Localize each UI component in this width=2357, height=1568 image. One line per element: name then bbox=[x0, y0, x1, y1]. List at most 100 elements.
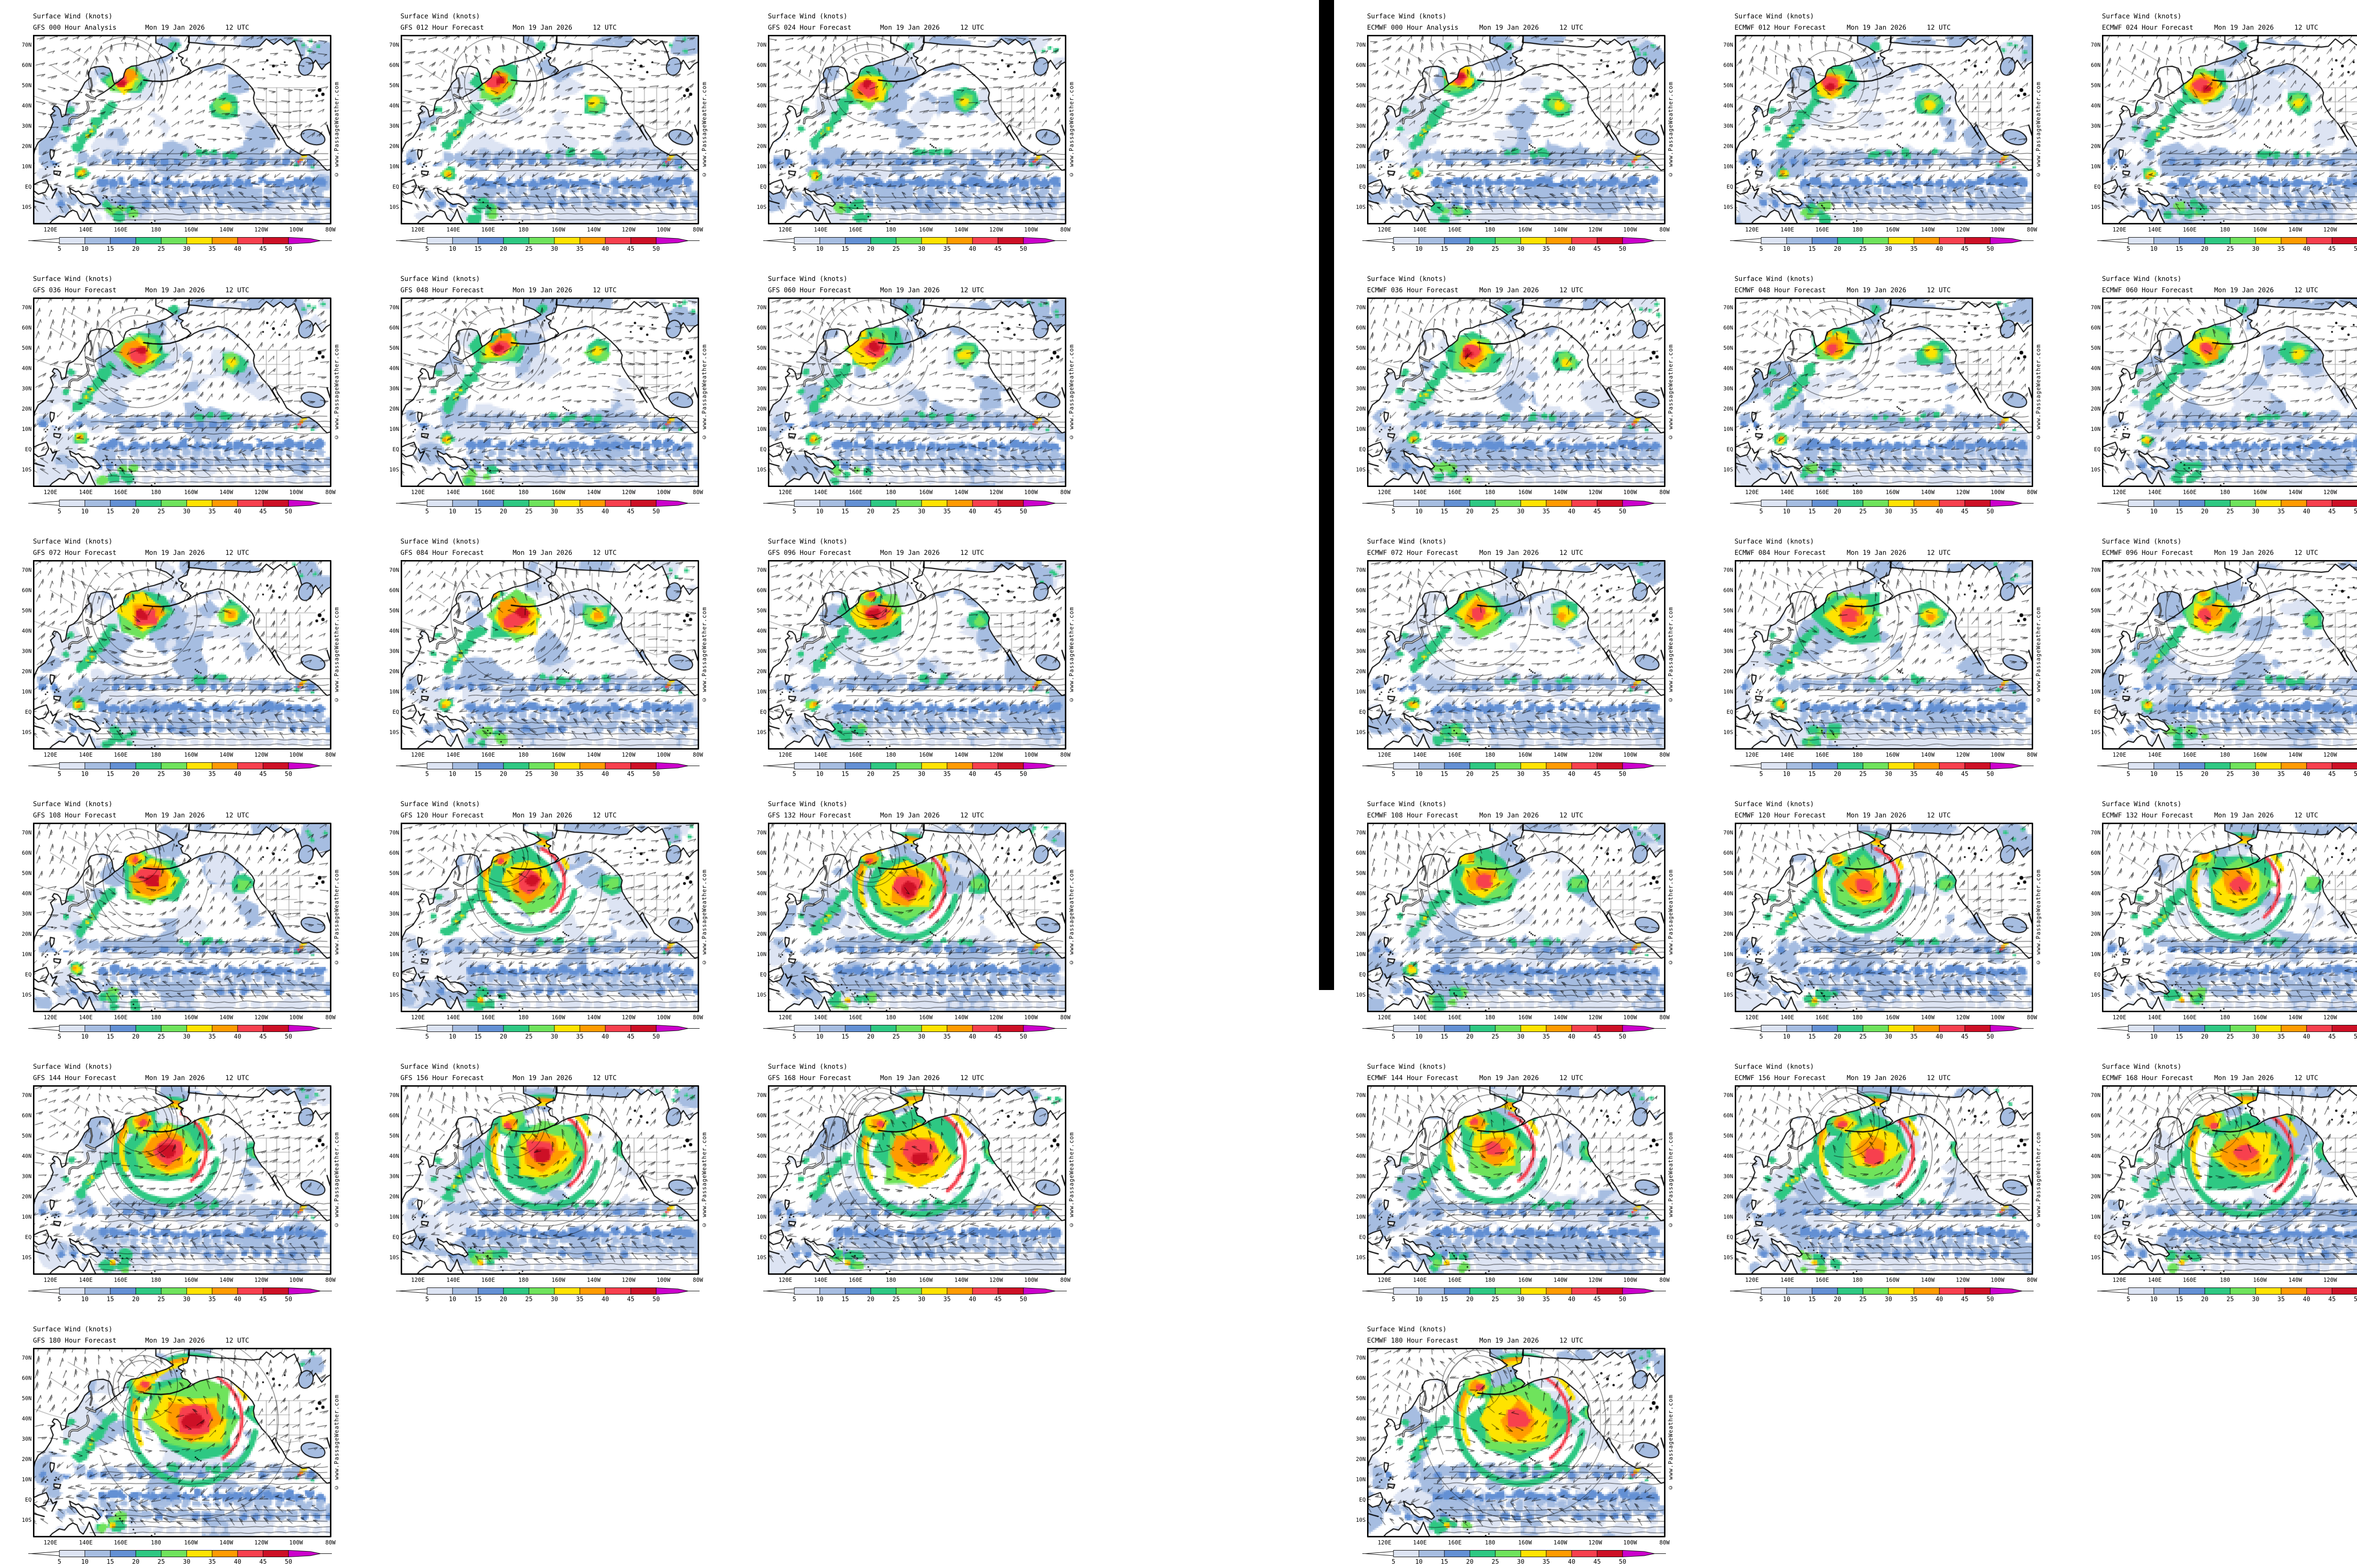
colorbar-segment bbox=[2153, 237, 2180, 244]
forecast-panel-gfs-9[interactable]: Surface Wind (knots) GFS 108 Hour Foreca… bbox=[19, 795, 349, 1043]
forecast-panel-gfs-2[interactable]: Surface Wind (knots) GFS 024 Hour Foreca… bbox=[754, 8, 1084, 255]
forecast-panel-ecmwf-10[interactable]: Surface Wind (knots) ECMWF 120 Hour Fore… bbox=[1720, 795, 2050, 1043]
colorbar-tick-label: 40 bbox=[1568, 246, 1575, 252]
panel-title: Surface Wind (knots) bbox=[33, 801, 113, 808]
colorbar-tick-label: 20 bbox=[2201, 1296, 2209, 1303]
panel-title: Surface Wind (knots) bbox=[1734, 13, 1814, 20]
forecast-panel-ecmwf-8[interactable]: Surface Wind (knots) ECMWF 096 Hour Fore… bbox=[2088, 533, 2357, 780]
colorbar-tick-label: 15 bbox=[1808, 246, 1816, 252]
lon-label: 120E bbox=[2112, 1014, 2126, 1021]
forecast-panel-gfs-8[interactable]: Surface Wind (knots) GFS 096 Hour Foreca… bbox=[754, 533, 1084, 780]
panel-title: Surface Wind (knots) bbox=[768, 801, 848, 808]
colorbar-segment bbox=[1837, 1025, 1863, 1032]
panel-title: Surface Wind (knots) bbox=[400, 275, 480, 283]
colorbar-segment bbox=[2204, 1025, 2231, 1032]
forecast-panel-gfs-3[interactable]: Surface Wind (knots) GFS 036 Hour Foreca… bbox=[19, 270, 349, 518]
colorbar-segment bbox=[110, 237, 136, 244]
copyright-watermark: © www.PassageWeather.com bbox=[1667, 344, 1674, 441]
lat-label: 70N bbox=[22, 566, 32, 573]
lat-label: 60N bbox=[1356, 324, 1366, 331]
wind-map-canvas bbox=[400, 1085, 699, 1275]
forecast-panel-ecmwf-5[interactable]: Surface Wind (knots) ECMWF 060 Hour Fore… bbox=[2088, 270, 2357, 518]
lon-label: 160W bbox=[552, 751, 565, 758]
panel-title: Surface Wind (knots) bbox=[2102, 13, 2182, 20]
forecast-panel-gfs-4[interactable]: Surface Wind (knots) GFS 048 Hour Foreca… bbox=[386, 270, 716, 518]
forecast-panel-ecmwf-6[interactable]: Surface Wind (knots) ECMWF 072 Hour Fore… bbox=[1353, 533, 1683, 780]
forecast-panel-ecmwf-0[interactable]: Surface Wind (knots) ECMWF 000 Hour Anal… bbox=[1353, 8, 1683, 255]
forecast-panel-gfs-1[interactable]: Surface Wind (knots) GFS 012 Hour Foreca… bbox=[386, 8, 717, 255]
panel-subtitle: GFS 060 Hour Forecast Mon 19 Jan 2026 12… bbox=[754, 287, 1084, 324]
forecast-panel-gfs-15[interactable]: Surface Wind (knots) GFS 180 Hour Foreca… bbox=[19, 1320, 349, 1568]
colorbar-segment bbox=[845, 237, 871, 244]
wind-map-canvas bbox=[1367, 823, 1665, 1012]
colorbar-segment bbox=[1495, 1550, 1521, 1557]
colorbar-under-arrow bbox=[766, 238, 795, 243]
forecast-panel-gfs-14[interactable]: Surface Wind (knots) GFS 168 Hour Foreca… bbox=[754, 1058, 1084, 1305]
forecast-panel-ecmwf-2[interactable]: Surface Wind (knots) ECMWF 024 Hour Fore… bbox=[2088, 8, 2357, 255]
forecast-panel-gfs-5[interactable]: Surface Wind (knots) GFS 060 Hour Foreca… bbox=[754, 270, 1084, 518]
colorbar-over-arrow bbox=[1990, 1287, 2022, 1295]
forecast-panel-ecmwf-14[interactable]: Surface Wind (knots) ECMWF 168 Hour Fore… bbox=[2088, 1058, 2357, 1305]
forecast-label: ECMWF 120 Hour Forecast bbox=[1734, 812, 1826, 819]
forecast-panel-ecmwf-3[interactable]: Surface Wind (knots) ECMWF 036 Hour Fore… bbox=[1353, 270, 1683, 518]
forecast-panel-gfs-0[interactable]: Surface Wind (knots) GFS 000 Hour Analys… bbox=[19, 8, 349, 255]
lon-label: 140E bbox=[79, 226, 93, 233]
panel-subtitle: GFS 012 Hour Forecast Mon 19 Jan 2026 12… bbox=[387, 24, 717, 62]
colorbar-tick-label: 50 bbox=[1986, 1033, 1994, 1040]
lon-label: 120E bbox=[1377, 489, 1392, 495]
colorbar-tick-label: 35 bbox=[208, 1296, 216, 1303]
forecast-panel-ecmwf-15[interactable]: Surface Wind (knots) ECMWF 180 Hour Fore… bbox=[1353, 1320, 1683, 1568]
colorbar-tick-label: 30 bbox=[1517, 1559, 1525, 1565]
forecast-label: ECMWF 108 Hour Forecast bbox=[1367, 812, 1459, 819]
colorbar-under-arrow bbox=[766, 763, 795, 768]
colorbar-segment bbox=[921, 237, 948, 244]
colorbar-tick-label: 5 bbox=[1759, 1033, 1763, 1040]
colorbar-tick-label: 25 bbox=[1492, 1033, 1499, 1040]
colorbar-segment bbox=[161, 1550, 187, 1557]
colorbar-segment bbox=[1863, 237, 1888, 244]
panel-subtitle: GFS 000 Hour Analysis Mon 19 Jan 2026 12… bbox=[19, 24, 349, 62]
forecast-panel-gfs-12[interactable]: Surface Wind (knots) GFS 144 Hour Foreca… bbox=[19, 1058, 349, 1305]
forecast-panel-ecmwf-1[interactable]: Surface Wind (knots) ECMWF 012 Hour Fore… bbox=[1720, 8, 2050, 255]
forecast-panel-gfs-7[interactable]: Surface Wind (knots) GFS 084 Hour Foreca… bbox=[386, 533, 716, 780]
colorbar-segment bbox=[1888, 1025, 1914, 1032]
colorbar-segment bbox=[1913, 237, 1939, 244]
colorbar-segment bbox=[794, 1287, 820, 1295]
colorbar-segment bbox=[972, 762, 998, 769]
colorbar-under-arrow bbox=[2100, 763, 2129, 768]
colorbar-tick-label: 30 bbox=[918, 508, 925, 515]
forecast-panel-gfs-10[interactable]: Surface Wind (knots) GFS 120 Hour Foreca… bbox=[386, 795, 716, 1043]
colorbar-tick-label: 20 bbox=[1466, 1296, 1474, 1303]
forecast-panel-ecmwf-11[interactable]: Surface Wind (knots) ECMWF 132 Hour Fore… bbox=[2088, 795, 2357, 1043]
colorbar-tick-label: 30 bbox=[551, 508, 558, 515]
colorbar-tick-label: 15 bbox=[1808, 1033, 1816, 1040]
forecast-panel-gfs-11[interactable]: Surface Wind (knots) GFS 132 Hour Foreca… bbox=[754, 795, 1084, 1043]
lon-label: 140W bbox=[1553, 489, 1567, 495]
forecast-panel-gfs-6[interactable]: Surface Wind (knots) GFS 072 Hour Foreca… bbox=[19, 533, 349, 780]
forecast-panel-ecmwf-9[interactable]: Surface Wind (knots) ECMWF 108 Hour Fore… bbox=[1353, 795, 1683, 1043]
lon-label: 80W bbox=[2027, 489, 2037, 495]
colorbar-tick-label: 30 bbox=[1885, 1296, 1892, 1303]
colorbar-tick-label: 15 bbox=[1441, 771, 1448, 777]
lat-label: EQ bbox=[760, 971, 766, 978]
colorbar-tick-label: 40 bbox=[969, 246, 976, 252]
forecast-panel-ecmwf-7[interactable]: Surface Wind (knots) ECMWF 084 Hour Fore… bbox=[1720, 533, 2050, 780]
forecast-panel-ecmwf-12[interactable]: Surface Wind (knots) ECMWF 144 Hour Fore… bbox=[1353, 1058, 1683, 1305]
colorbar-segment bbox=[1964, 762, 1990, 769]
colorbar-tick-label: 25 bbox=[525, 771, 533, 777]
forecast-label: ECMWF 096 Hour Forecast bbox=[2102, 549, 2193, 557]
lon-label: 120E bbox=[2112, 751, 2126, 758]
panel-title: Surface Wind (knots) bbox=[33, 1326, 113, 1333]
forecast-panel-ecmwf-13[interactable]: Surface Wind (knots) ECMWF 156 Hour Fore… bbox=[1720, 1058, 2050, 1305]
lat-label: 30N bbox=[389, 385, 399, 392]
forecast-panel-gfs-13[interactable]: Surface Wind (knots) GFS 156 Hour Foreca… bbox=[386, 1058, 716, 1305]
colorbar-over-arrow bbox=[656, 762, 688, 770]
colorbar-tick-label: 40 bbox=[234, 246, 241, 252]
forecast-panel-ecmwf-4[interactable]: Surface Wind (knots) ECMWF 048 Hour Fore… bbox=[1720, 270, 2050, 518]
colorbar-segment bbox=[212, 1025, 238, 1032]
colorbar-segment bbox=[1495, 237, 1521, 244]
lat-label: 10S bbox=[22, 991, 32, 998]
